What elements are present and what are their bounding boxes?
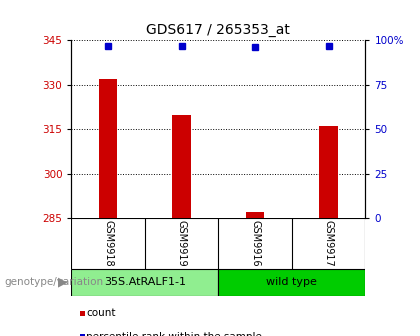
Text: GSM9918: GSM9918: [103, 220, 113, 267]
Text: GSM9917: GSM9917: [324, 220, 333, 267]
Text: genotype/variation: genotype/variation: [4, 277, 103, 287]
Text: GSM9919: GSM9919: [177, 220, 186, 267]
Bar: [173, 115, 191, 218]
Bar: [71, 269, 218, 296]
Text: percentile rank within the sample: percentile rank within the sample: [86, 332, 262, 336]
Bar: [99, 79, 117, 218]
Title: GDS617 / 265353_at: GDS617 / 265353_at: [147, 23, 290, 37]
Text: count: count: [86, 308, 116, 318]
Text: wild type: wild type: [266, 277, 318, 287]
Bar: [246, 212, 264, 218]
Text: ▶: ▶: [58, 276, 68, 289]
Text: 35S.AtRALF1-1: 35S.AtRALF1-1: [104, 277, 186, 287]
Bar: [80, 311, 85, 316]
Bar: [320, 126, 338, 218]
Bar: [80, 334, 85, 336]
Text: GSM9916: GSM9916: [250, 220, 260, 267]
Bar: [218, 269, 365, 296]
